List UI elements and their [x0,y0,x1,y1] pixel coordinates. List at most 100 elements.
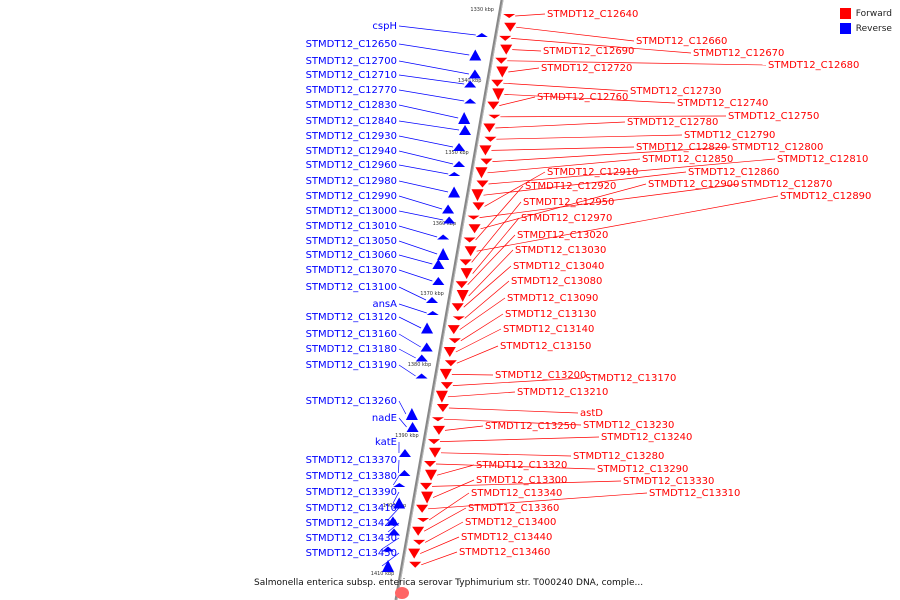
reverse-gene-label[interactable]: ansA [372,299,397,310]
forward-gene-label[interactable]: STMDT12_C13090 [507,293,598,304]
forward-gene-label[interactable]: STMDT12_C12920 [525,181,616,192]
reverse-gene-feature[interactable] [398,470,411,476]
forward-gene-label[interactable]: STMDT12_C13020 [517,230,608,241]
forward-gene-label[interactable]: STMDT12_C13300 [476,475,567,486]
reverse-gene-label[interactable]: STMDT12_C13260 [306,396,397,407]
reverse-gene-label[interactable]: STMDT12_C12940 [306,146,397,157]
forward-gene-label[interactable]: STMDT12_C13210 [517,387,608,398]
reverse-gene-label[interactable]: STMDT12_C13390 [306,487,397,498]
reverse-gene-feature[interactable] [453,143,466,151]
forward-gene-feature[interactable] [443,347,456,357]
reverse-gene-label[interactable]: STMDT12_C12770 [306,85,397,96]
reverse-gene-label[interactable]: STMDT12_C13050 [306,236,397,247]
reverse-gene-feature[interactable] [464,98,477,104]
reverse-gene-label[interactable]: STMDT12_C13410 [306,503,397,514]
reverse-gene-feature[interactable] [393,497,406,509]
forward-gene-feature[interactable] [499,35,512,41]
forward-gene-feature[interactable] [444,360,457,367]
forward-gene-label[interactable]: STMDT12_C12680 [768,60,859,71]
forward-gene-label[interactable]: STMDT12_C13340 [471,488,562,499]
forward-gene-label[interactable]: STMDT12_C13170 [585,373,676,384]
forward-gene-label[interactable]: STMDT12_C12870 [741,179,832,190]
reverse-gene-label[interactable]: STMDT12_C13450 [306,548,397,559]
forward-gene-feature[interactable] [467,215,480,220]
forward-gene-feature[interactable] [436,404,449,412]
reverse-gene-feature[interactable] [453,161,466,167]
forward-gene-feature[interactable] [432,425,445,435]
forward-gene-label[interactable]: STMDT12_C12640 [547,9,638,20]
forward-gene-label[interactable]: STMDT12_C13360 [468,503,559,514]
forward-gene-label[interactable]: STMDT12_C12900 [648,179,739,190]
forward-gene-feature[interactable] [420,482,433,490]
forward-gene-label[interactable]: STMDT12_C12950 [523,197,614,208]
forward-gene-label[interactable]: STMDT12_C12850 [642,154,733,165]
forward-gene-feature[interactable] [488,114,501,119]
forward-gene-label[interactable]: STMDT12_C12750 [728,111,819,122]
forward-gene-label[interactable]: STMDT12_C12810 [777,154,868,165]
forward-gene-label[interactable]: STMDT12_C13330 [623,476,714,487]
reverse-gene-feature[interactable] [464,80,477,88]
reverse-gene-feature[interactable] [398,449,411,457]
forward-gene-feature[interactable] [503,14,516,18]
forward-gene-feature[interactable] [500,44,513,55]
reverse-gene-label[interactable]: STMDT12_C13100 [306,282,397,293]
reverse-gene-label[interactable]: STMDT12_C13370 [306,455,397,466]
forward-gene-label[interactable]: STMDT12_C13200 [495,370,586,381]
forward-gene-label[interactable]: astD [580,408,603,419]
reverse-gene-feature[interactable] [437,248,450,260]
reverse-gene-feature[interactable] [475,33,488,37]
forward-gene-feature[interactable] [460,268,473,280]
reverse-gene-feature[interactable] [386,516,399,526]
reverse-gene-feature[interactable] [421,322,434,334]
forward-gene-feature[interactable] [468,224,481,234]
reverse-gene-feature[interactable] [420,342,433,352]
forward-gene-label[interactable]: STMDT12_C13230 [583,420,674,431]
reverse-gene-label[interactable]: STMDT12_C12700 [306,56,397,67]
forward-gene-feature[interactable] [504,22,517,32]
forward-gene-feature[interactable] [491,79,504,87]
forward-gene-label[interactable]: STMDT12_C13030 [515,245,606,256]
forward-gene-feature[interactable] [421,491,434,504]
reverse-gene-feature[interactable] [468,69,481,79]
forward-gene-feature[interactable] [476,180,489,188]
forward-gene-label[interactable]: STMDT12_C13310 [649,488,740,499]
forward-gene-label[interactable]: STMDT12_C12860 [688,167,779,178]
reverse-gene-label[interactable]: STMDT12_C13000 [306,206,397,217]
forward-gene-feature[interactable] [448,338,461,344]
forward-gene-feature[interactable] [409,561,422,568]
reverse-gene-feature[interactable] [459,125,472,135]
forward-gene-feature[interactable] [472,202,485,211]
forward-gene-label[interactable]: STMDT12_C13440 [461,532,552,543]
forward-gene-feature[interactable] [456,290,469,302]
forward-gene-label[interactable]: STMDT12_C13400 [465,517,556,528]
reverse-gene-label[interactable]: STMDT12_C13180 [306,344,397,355]
forward-gene-feature[interactable] [429,447,442,458]
reverse-gene-label[interactable]: STMDT12_C12840 [306,116,397,127]
forward-gene-label[interactable]: STMDT12_C13130 [505,309,596,320]
forward-gene-feature[interactable] [455,281,468,289]
forward-gene-label[interactable]: STMDT12_C12890 [780,191,871,202]
reverse-gene-feature[interactable] [443,216,456,224]
reverse-gene-label[interactable]: STMDT12_C12650 [306,39,397,50]
forward-gene-feature[interactable] [439,368,452,380]
forward-gene-feature[interactable] [480,158,493,165]
forward-gene-label[interactable]: STMDT12_C13280 [573,451,664,462]
forward-gene-label[interactable]: STMDT12_C12790 [684,130,775,141]
forward-gene-label[interactable]: STMDT12_C13150 [500,341,591,352]
forward-gene-feature[interactable] [452,316,465,321]
forward-gene-feature[interactable] [483,123,496,133]
forward-gene-label[interactable]: STMDT12_C12970 [521,213,612,224]
forward-gene-feature[interactable] [440,382,453,390]
forward-gene-feature[interactable] [417,518,430,522]
reverse-gene-label[interactable]: STMDT12_C12960 [306,160,397,171]
reverse-gene-label[interactable]: STMDT12_C13190 [306,360,397,371]
forward-gene-feature[interactable] [496,66,509,78]
forward-gene-feature[interactable] [447,325,460,335]
forward-gene-feature[interactable] [431,417,444,422]
reverse-gene-feature[interactable] [432,259,445,269]
forward-gene-feature[interactable] [425,469,438,481]
forward-gene-feature[interactable] [459,259,472,266]
reverse-gene-label[interactable]: STMDT12_C12830 [306,100,397,111]
reverse-gene-label[interactable]: nadE [372,413,397,424]
forward-gene-label[interactable]: STMDT12_C12730 [630,86,721,97]
